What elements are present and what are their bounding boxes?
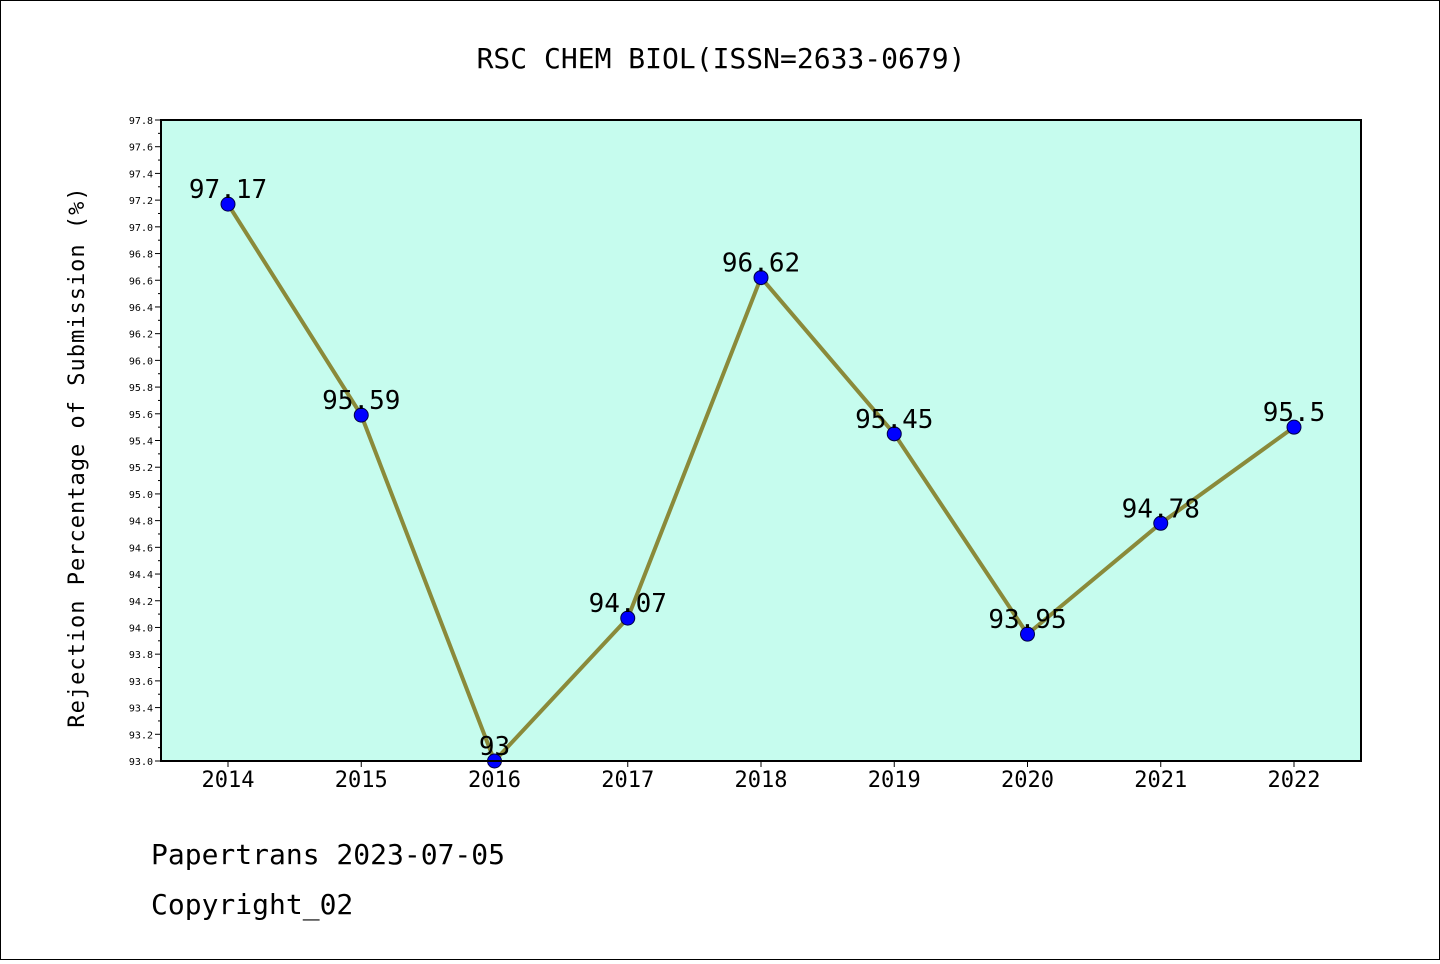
x-tick-label: 2017 (601, 768, 654, 793)
plot-frame (160, 119, 1362, 762)
y-tick-label: 95.8 (129, 383, 153, 394)
y-tick-label: 96.0 (129, 356, 153, 367)
data-point-2018 (753, 270, 769, 286)
y-tick-label: 93.4 (129, 704, 153, 715)
marker-group (220, 196, 1302, 769)
data-point-2019 (886, 426, 902, 442)
y-tick-label: 93.2 (129, 730, 153, 741)
y-tick-label: 93.8 (129, 650, 153, 661)
x-tick-label: 2014 (202, 768, 255, 793)
y-tick-label: 94.2 (129, 597, 153, 608)
data-label-2015: 95.59 (322, 386, 400, 416)
footer-copyright: Copyright_02 (151, 888, 353, 922)
data-label-2016: 93 (479, 732, 510, 762)
data-point-2017 (620, 610, 636, 626)
y-tick-label: 97.0 (129, 223, 153, 234)
y-tick-label: 94.8 (129, 517, 153, 528)
data-label-2017: 94.07 (589, 589, 667, 619)
x-tick-label: 2016 (468, 768, 521, 793)
y-axis-ticks: 93.0 93.2 93.4 93.6 93.8 94.0 94.2 94.4 94.6 94.8… (129, 116, 161, 768)
data-point-2021 (1153, 515, 1169, 531)
y-tick-label: 96.6 (129, 276, 153, 287)
data-point-2020 (1020, 626, 1035, 642)
data-label-2019: 95.45 (855, 405, 933, 435)
y-tick-label: 97.2 (129, 196, 153, 207)
y-tick-label: 93.6 (129, 677, 153, 688)
data-point-2022 (1286, 419, 1302, 435)
data-label-2018: 96.62 (722, 249, 800, 279)
y-tick-label: 96.4 (129, 303, 153, 314)
x-tick-label: 2020 (1001, 768, 1054, 793)
y-axis-label: Rejection Percentage of Submission (%) (65, 186, 90, 727)
y-tick-label: 95.4 (129, 437, 153, 448)
y-tick-label: 95.6 (129, 410, 153, 421)
data-label-group: 97.17 95.59 93 94.07 96.62 95.45 93.95 94.78 95.… (189, 175, 1325, 762)
y-tick-label: 95.2 (129, 463, 153, 474)
y-tick-label: 96.8 (129, 250, 153, 261)
x-tick-label: 2019 (868, 768, 921, 793)
y-tick-label: 93.0 (129, 757, 153, 768)
y-tick-label: 97.6 (129, 143, 153, 154)
y-tick-label: 94.6 (129, 543, 153, 554)
y-tick-label: 94.4 (129, 570, 153, 581)
chart-title: RSC CHEM BIOL(ISSN=2633-0679) (477, 42, 966, 75)
x-tick-label: 2018 (735, 768, 788, 793)
data-label-2022: 95.5 (1263, 398, 1326, 428)
x-tick-label: 2022 (1268, 768, 1321, 793)
y-tick-label: 94.0 (129, 623, 153, 634)
data-point-2015 (353, 407, 369, 423)
y-tick-label: 95.0 (129, 490, 153, 501)
plot-area (161, 120, 1361, 761)
data-label-2014: 97.17 (189, 175, 267, 205)
footer-date: Papertrans 2023-07-05 (151, 838, 505, 871)
y-tick-label: 96.2 (129, 330, 153, 341)
data-point-2014 (220, 196, 236, 212)
data-label-2020: 93.95 (988, 605, 1066, 635)
y-tick-label: 97.4 (129, 169, 153, 180)
x-axis-ticks: 2014 2015 2016 2017 2018 2019 2020 2021 2022 (202, 761, 1321, 793)
data-label-2021: 94.78 (1122, 494, 1200, 524)
x-tick-label: 2021 (1134, 768, 1187, 793)
y-tick-label: 97.8 (129, 116, 153, 127)
x-tick-label: 2015 (335, 768, 388, 793)
